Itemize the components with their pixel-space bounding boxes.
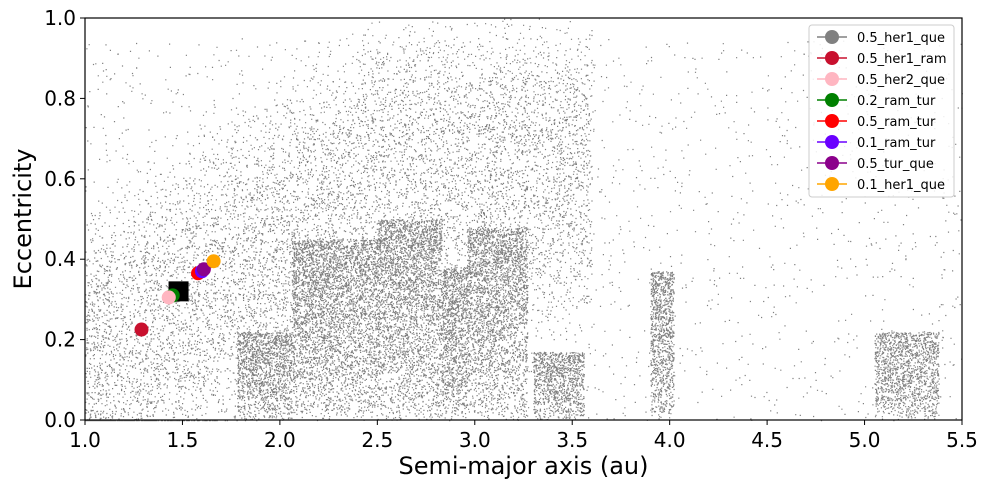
legend-marker [825,93,839,107]
series-point-0.5_tur_que [196,262,211,277]
x-tick-label: 3.0 [459,428,491,452]
legend-marker [825,156,839,170]
x-tick-label: 5.0 [849,428,881,452]
plot-frame [84,17,963,421]
series-point-top-0.5_her2_que [161,290,176,305]
y-tick-label: 1.0 [44,6,76,30]
series-markers [134,254,221,337]
legend-entry-label: 0.1_her1_que [857,178,945,193]
asteroid-dot-cloud [85,18,963,422]
y-tick-label: 0.6 [44,167,76,191]
y-tick-label: 0.2 [44,328,76,352]
x-axis-label: Semi-major axis (au) [399,452,649,480]
x-tick-label: 4.0 [654,428,686,452]
background-asteroid-dots [85,18,963,422]
legend-entry-label: 0.5_her1_que [857,31,945,46]
x-tick-label: 2.5 [361,428,393,452]
legend-marker [825,135,839,149]
legend-entry-label: 0.5_her1_ram [857,52,947,67]
legend-entry-label: 0.1_ram_tur [857,136,936,151]
x-tick-label: 1.5 [167,428,199,452]
legend-marker [825,51,839,65]
axis-ticks: 1.0 1.5 2.0 2.5 3.0 3.5 4.0 4.5 5.0 5.5 0.0 0.2 0.4 0… [44,6,978,452]
legend-marker [825,72,839,86]
legend-entry-label: 0.5_ram_tur [857,115,936,130]
series-point-0.5_her1_ram [134,322,149,337]
y-tick-label: 0.4 [44,247,76,271]
x-tick-label: 5.5 [946,428,978,452]
y-tick-label: 0.8 [44,86,76,110]
x-tick-label: 4.5 [751,428,783,452]
x-tick-label: 3.5 [556,428,588,452]
legend-entry-label: 0.5_her2_que [857,73,945,88]
series-point-0.1_her1_que [206,254,221,269]
y-axis-label: Eccentricity [9,149,37,290]
legend-box [808,24,955,198]
x-tick-label: 1.0 [69,428,101,452]
x-tick-label: 2.0 [264,428,296,452]
y-tick-label: 0.0 [44,408,76,432]
legend-marker [825,30,839,44]
legend-marker [825,177,839,191]
legend-entry-label: 0.5_tur_que [857,157,934,172]
legend-marker [825,114,839,128]
legend-entry-label: 0.2_ram_tur [857,94,936,109]
legend: 0.5_her1_que 0.5_her1_ram 0.5_her2_que 0.2_… [808,24,955,198]
